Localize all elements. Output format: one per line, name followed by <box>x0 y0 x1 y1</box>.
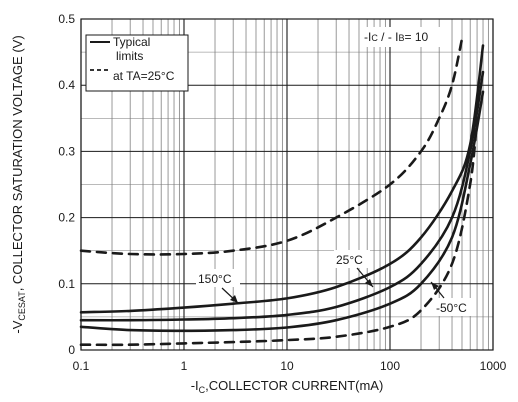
y-tick-label: 0.3 <box>58 144 75 158</box>
condition-label: -IC / - IB= 10 <box>364 30 429 44</box>
series-layer <box>79 37 485 347</box>
annotation-m50c: -50°C <box>430 281 474 316</box>
y-tick-label: 0 <box>68 343 75 357</box>
x-tick-label: 100 <box>380 359 400 373</box>
x-axis-label: -IC,COLLECTOR CURRENT(mA) <box>191 378 384 395</box>
y-tick-label: 0.1 <box>58 277 75 291</box>
series-line-3 <box>79 90 485 333</box>
x-tick-label: 1000 <box>480 359 507 373</box>
y-tick-label: 0.4 <box>58 78 75 92</box>
annotation-25c-bg <box>334 250 370 268</box>
condition-note: -IC / - IB= 10 <box>360 27 450 47</box>
annotation-m50c-arrowhead <box>431 282 439 290</box>
y-tick-label: 0.2 <box>58 211 75 225</box>
annotation-150c-bg <box>196 269 240 287</box>
legend: Typical limits at TA=25°C <box>85 34 189 92</box>
legend-typical-label: Typical <box>113 35 150 49</box>
annotation-m50c-label: -50°C <box>436 301 467 315</box>
annotation-150c: 150°C <box>196 269 240 304</box>
legend-box <box>85 34 189 92</box>
condition-box <box>360 27 450 47</box>
series-line-5 <box>79 117 479 347</box>
annotation-150c-arrowhead <box>230 295 238 303</box>
annotation-150c-label: 150°C <box>198 272 232 286</box>
series-line-1 <box>79 44 485 314</box>
x-tick-label: 0.1 <box>73 359 90 373</box>
legend-typical-label-2: limits <box>116 49 143 63</box>
annotation-m50c-bg <box>434 298 474 316</box>
y-tick-labels: 0 0.1 0.2 0.3 0.4 0.5 <box>58 12 75 357</box>
annotation-25c-label: 25°C <box>336 253 363 267</box>
plot-frame <box>80 18 494 351</box>
series-line-2 <box>79 70 485 322</box>
x-tick-label: 10 <box>280 359 294 373</box>
legend-limits-label: at TA=25°C <box>113 69 175 83</box>
x-tick-labels: 0.1 1 10 100 1000 <box>73 359 507 373</box>
x-tick-label: 1 <box>181 359 188 373</box>
series-line-4 <box>79 37 464 256</box>
y-axis-label: -VCESAT, COLLECTOR SATURATION VOLTAGE (V… <box>10 35 27 333</box>
annotation-25c: 25°C <box>334 250 374 288</box>
annotation-25c-arrowhead <box>365 279 373 287</box>
y-tick-label: 0.5 <box>58 12 75 26</box>
